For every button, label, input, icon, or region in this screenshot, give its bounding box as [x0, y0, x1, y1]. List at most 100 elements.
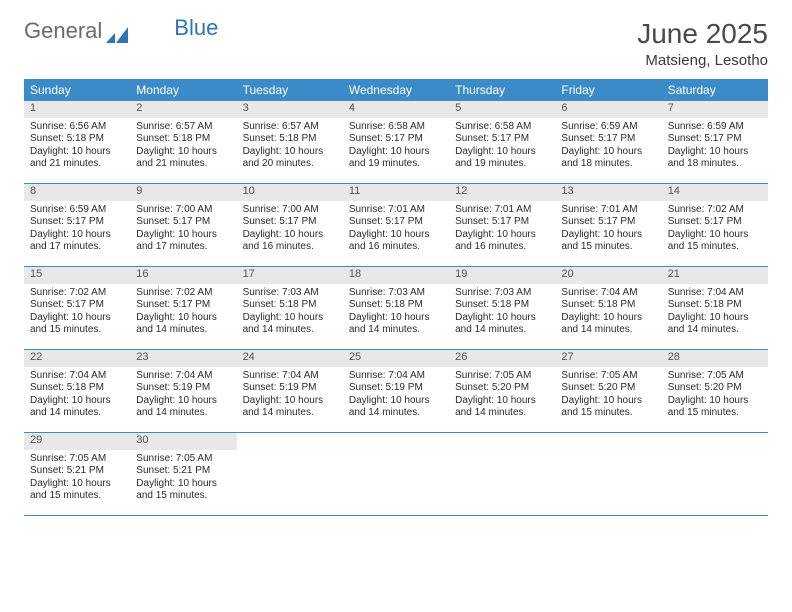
calendar-cell: 13Sunrise: 7:01 AMSunset: 5:17 PMDayligh…	[555, 184, 661, 266]
day-daylight1: Daylight: 10 hours	[243, 229, 337, 242]
day-sunset: Sunset: 5:17 PM	[30, 216, 124, 229]
day-details: Sunrise: 7:04 AMSunset: 5:18 PMDaylight:…	[555, 284, 661, 341]
day-daylight2: and 15 minutes.	[561, 407, 655, 420]
calendar-cell: 23Sunrise: 7:04 AMSunset: 5:19 PMDayligh…	[130, 350, 236, 432]
day-sunset: Sunset: 5:18 PM	[243, 133, 337, 146]
day-sunrise: Sunrise: 7:00 AM	[136, 204, 230, 217]
calendar-cell: 10Sunrise: 7:00 AMSunset: 5:17 PMDayligh…	[237, 184, 343, 266]
day-sunrise: Sunrise: 7:05 AM	[668, 370, 762, 383]
day-sunrise: Sunrise: 7:01 AM	[349, 204, 443, 217]
day-daylight2: and 15 minutes.	[30, 490, 124, 503]
logo: General Blue	[24, 18, 218, 44]
day-daylight1: Daylight: 10 hours	[136, 229, 230, 242]
day-daylight1: Daylight: 10 hours	[136, 478, 230, 491]
calendar-cell: 11Sunrise: 7:01 AMSunset: 5:17 PMDayligh…	[343, 184, 449, 266]
day-details: Sunrise: 7:05 AMSunset: 5:20 PMDaylight:…	[449, 367, 555, 424]
calendar-cell: 9Sunrise: 7:00 AMSunset: 5:17 PMDaylight…	[130, 184, 236, 266]
calendar-cell: 12Sunrise: 7:01 AMSunset: 5:17 PMDayligh…	[449, 184, 555, 266]
day-sunset: Sunset: 5:17 PM	[561, 133, 655, 146]
day-sunset: Sunset: 5:17 PM	[455, 216, 549, 229]
week-row: 15Sunrise: 7:02 AMSunset: 5:17 PMDayligh…	[24, 267, 768, 350]
day-number: 12	[449, 184, 555, 201]
day-sunset: Sunset: 5:17 PM	[136, 299, 230, 312]
day-sunset: Sunset: 5:17 PM	[349, 133, 443, 146]
calendar-cell-empty	[343, 433, 449, 515]
day-sunset: Sunset: 5:21 PM	[136, 465, 230, 478]
calendar-cell: 18Sunrise: 7:03 AMSunset: 5:18 PMDayligh…	[343, 267, 449, 349]
day-sunset: Sunset: 5:20 PM	[668, 382, 762, 395]
day-sunrise: Sunrise: 7:03 AM	[243, 287, 337, 300]
day-sunset: Sunset: 5:19 PM	[349, 382, 443, 395]
weekday-header: Sunday	[24, 79, 130, 101]
day-number: 10	[237, 184, 343, 201]
calendar-cell: 27Sunrise: 7:05 AMSunset: 5:20 PMDayligh…	[555, 350, 661, 432]
logo-text-1: General	[24, 18, 102, 44]
day-details: Sunrise: 6:57 AMSunset: 5:18 PMDaylight:…	[237, 118, 343, 175]
day-sunrise: Sunrise: 7:05 AM	[561, 370, 655, 383]
day-details: Sunrise: 6:56 AMSunset: 5:18 PMDaylight:…	[24, 118, 130, 175]
day-sunset: Sunset: 5:19 PM	[243, 382, 337, 395]
day-details: Sunrise: 6:59 AMSunset: 5:17 PMDaylight:…	[24, 201, 130, 258]
day-number: 19	[449, 267, 555, 284]
day-number: 4	[343, 101, 449, 118]
day-details: Sunrise: 6:58 AMSunset: 5:17 PMDaylight:…	[343, 118, 449, 175]
day-number: 1	[24, 101, 130, 118]
day-details: Sunrise: 7:04 AMSunset: 5:19 PMDaylight:…	[343, 367, 449, 424]
day-daylight1: Daylight: 10 hours	[30, 229, 124, 242]
day-daylight1: Daylight: 10 hours	[561, 312, 655, 325]
day-details: Sunrise: 6:59 AMSunset: 5:17 PMDaylight:…	[662, 118, 768, 175]
day-number: 11	[343, 184, 449, 201]
day-sunset: Sunset: 5:18 PM	[349, 299, 443, 312]
page-title: June 2025	[637, 18, 768, 50]
calendar-cell: 3Sunrise: 6:57 AMSunset: 5:18 PMDaylight…	[237, 101, 343, 183]
day-sunrise: Sunrise: 7:04 AM	[243, 370, 337, 383]
calendar-cell: 26Sunrise: 7:05 AMSunset: 5:20 PMDayligh…	[449, 350, 555, 432]
calendar-cell: 28Sunrise: 7:05 AMSunset: 5:20 PMDayligh…	[662, 350, 768, 432]
day-sunset: Sunset: 5:18 PM	[668, 299, 762, 312]
day-daylight1: Daylight: 10 hours	[561, 229, 655, 242]
day-daylight2: and 14 minutes.	[455, 324, 549, 337]
day-daylight2: and 16 minutes.	[455, 241, 549, 254]
day-sunrise: Sunrise: 6:57 AM	[136, 121, 230, 134]
calendar-cell: 7Sunrise: 6:59 AMSunset: 5:17 PMDaylight…	[662, 101, 768, 183]
day-daylight1: Daylight: 10 hours	[349, 312, 443, 325]
day-details: Sunrise: 7:04 AMSunset: 5:18 PMDaylight:…	[662, 284, 768, 341]
day-details: Sunrise: 7:03 AMSunset: 5:18 PMDaylight:…	[343, 284, 449, 341]
calendar-cell: 19Sunrise: 7:03 AMSunset: 5:18 PMDayligh…	[449, 267, 555, 349]
logo-icon	[106, 23, 128, 39]
day-number: 28	[662, 350, 768, 367]
day-details: Sunrise: 6:59 AMSunset: 5:17 PMDaylight:…	[555, 118, 661, 175]
day-number: 7	[662, 101, 768, 118]
day-sunrise: Sunrise: 7:04 AM	[136, 370, 230, 383]
day-number: 20	[555, 267, 661, 284]
day-sunset: Sunset: 5:17 PM	[243, 216, 337, 229]
week-row: 22Sunrise: 7:04 AMSunset: 5:18 PMDayligh…	[24, 350, 768, 433]
day-daylight1: Daylight: 10 hours	[349, 395, 443, 408]
day-number: 24	[237, 350, 343, 367]
day-daylight2: and 18 minutes.	[561, 158, 655, 171]
day-sunset: Sunset: 5:19 PM	[136, 382, 230, 395]
day-sunrise: Sunrise: 7:04 AM	[30, 370, 124, 383]
calendar-cell: 5Sunrise: 6:58 AMSunset: 5:17 PMDaylight…	[449, 101, 555, 183]
day-daylight1: Daylight: 10 hours	[349, 146, 443, 159]
day-sunset: Sunset: 5:18 PM	[30, 133, 124, 146]
day-daylight2: and 21 minutes.	[136, 158, 230, 171]
day-daylight1: Daylight: 10 hours	[455, 312, 549, 325]
day-daylight2: and 16 minutes.	[349, 241, 443, 254]
day-details: Sunrise: 7:03 AMSunset: 5:18 PMDaylight:…	[237, 284, 343, 341]
day-details: Sunrise: 7:05 AMSunset: 5:20 PMDaylight:…	[662, 367, 768, 424]
day-sunrise: Sunrise: 7:02 AM	[668, 204, 762, 217]
calendar-cell: 22Sunrise: 7:04 AMSunset: 5:18 PMDayligh…	[24, 350, 130, 432]
day-number: 14	[662, 184, 768, 201]
day-daylight1: Daylight: 10 hours	[30, 478, 124, 491]
calendar-cell: 6Sunrise: 6:59 AMSunset: 5:17 PMDaylight…	[555, 101, 661, 183]
calendar-cell: 29Sunrise: 7:05 AMSunset: 5:21 PMDayligh…	[24, 433, 130, 515]
header: General Blue June 2025 Matsieng, Lesotho	[24, 18, 768, 69]
day-daylight2: and 14 minutes.	[561, 324, 655, 337]
day-daylight2: and 14 minutes.	[243, 324, 337, 337]
day-number: 8	[24, 184, 130, 201]
day-daylight1: Daylight: 10 hours	[668, 312, 762, 325]
day-details: Sunrise: 7:04 AMSunset: 5:19 PMDaylight:…	[237, 367, 343, 424]
day-daylight2: and 14 minutes.	[136, 407, 230, 420]
day-daylight1: Daylight: 10 hours	[561, 395, 655, 408]
